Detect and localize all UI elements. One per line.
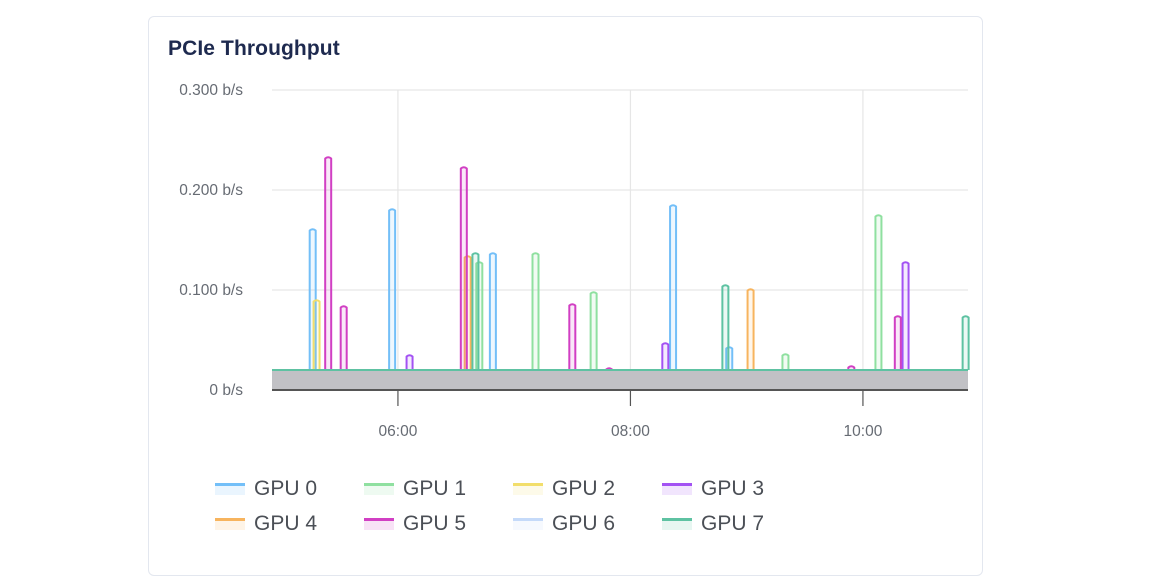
legend-label: GPU 2 bbox=[552, 476, 616, 500]
data-spike bbox=[589, 291, 598, 370]
legend-swatch-icon bbox=[364, 482, 394, 495]
legend-label: GPU 1 bbox=[403, 476, 467, 500]
x-tick-label: 10:00 bbox=[844, 423, 883, 440]
chart-legend: GPU 0 GPU 1 GPU 2 GPU 3 GPU 4 GPU 5 GPU … bbox=[215, 475, 935, 537]
legend-swatch-icon bbox=[513, 517, 543, 530]
data-spike bbox=[669, 204, 678, 370]
legend-label: GPU 7 bbox=[701, 511, 765, 535]
data-spike bbox=[388, 208, 397, 370]
data-spike bbox=[471, 252, 480, 370]
legend-label: GPU 4 bbox=[254, 511, 318, 535]
legend-item-gpu-6[interactable]: GPU 6 bbox=[513, 510, 662, 537]
data-spike bbox=[339, 305, 348, 370]
legend-item-gpu-0[interactable]: GPU 0 bbox=[215, 475, 364, 502]
chart-plot-area[interactable]: 0 b/s 0.100 b/s 0.200 b/s 0.300 b/s 06:00 08:… bbox=[149, 17, 984, 457]
legend-swatch-icon bbox=[513, 482, 543, 495]
data-spike bbox=[961, 315, 970, 370]
x-tick-label: 08:00 bbox=[611, 423, 650, 440]
data-spike bbox=[661, 342, 670, 370]
y-tick-label: 0 b/s bbox=[209, 382, 243, 399]
legend-item-gpu-2[interactable]: GPU 2 bbox=[513, 475, 662, 502]
legend-swatch-icon bbox=[662, 517, 692, 530]
legend-item-gpu-1[interactable]: GPU 1 bbox=[364, 475, 513, 502]
legend-label: GPU 3 bbox=[701, 476, 765, 500]
legend-label: GPU 0 bbox=[254, 476, 318, 500]
legend-swatch-icon bbox=[662, 482, 692, 495]
data-spike bbox=[531, 252, 540, 370]
legend-label: GPU 5 bbox=[403, 511, 467, 535]
data-spike bbox=[488, 252, 497, 370]
data-spike bbox=[901, 261, 910, 370]
legend-swatch-icon bbox=[215, 517, 245, 530]
y-tick-label: 0.200 b/s bbox=[179, 182, 243, 199]
data-spike bbox=[459, 166, 468, 370]
data-spike bbox=[721, 284, 730, 370]
legend-swatch-icon bbox=[364, 517, 394, 530]
data-spike bbox=[308, 228, 317, 370]
legend-swatch-icon bbox=[215, 482, 245, 495]
data-spike bbox=[847, 365, 856, 370]
legend-item-gpu-5[interactable]: GPU 5 bbox=[364, 510, 513, 537]
data-spike bbox=[312, 299, 321, 370]
x-tick-label: 06:00 bbox=[379, 423, 418, 440]
y-tick-label: 0.300 b/s bbox=[179, 82, 243, 99]
data-spike bbox=[893, 315, 902, 370]
pcie-throughput-panel: PCIe Throughput 0 b/s 0.100 b/s 0.200 b/s 0… bbox=[148, 16, 983, 576]
data-spike bbox=[874, 214, 883, 370]
legend-item-gpu-4[interactable]: GPU 4 bbox=[215, 510, 364, 537]
panel-title: PCIe Throughput bbox=[168, 37, 340, 60]
baseline-fill bbox=[272, 370, 968, 390]
data-spike bbox=[781, 353, 790, 370]
data-spike bbox=[405, 354, 414, 370]
legend-label: GPU 6 bbox=[552, 511, 616, 535]
data-spike bbox=[324, 156, 333, 370]
legend-item-gpu-3[interactable]: GPU 3 bbox=[662, 475, 811, 502]
legend-item-gpu-7[interactable]: GPU 7 bbox=[662, 510, 811, 537]
data-spike bbox=[746, 288, 755, 370]
data-spike bbox=[568, 303, 577, 370]
y-tick-label: 0.100 b/s bbox=[179, 282, 243, 299]
